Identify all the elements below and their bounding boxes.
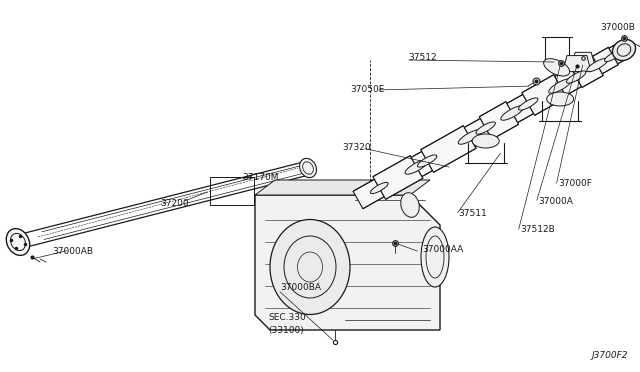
Ellipse shape [500, 106, 524, 120]
Polygon shape [255, 180, 430, 195]
Ellipse shape [421, 227, 449, 287]
Text: 37000B: 37000B [600, 23, 635, 32]
Polygon shape [507, 94, 534, 123]
Text: 37170M: 37170M [242, 173, 278, 183]
Polygon shape [609, 42, 628, 64]
Polygon shape [373, 155, 423, 199]
Text: SEC.330: SEC.330 [268, 314, 306, 323]
Ellipse shape [566, 71, 586, 83]
Text: 37000BA: 37000BA [280, 283, 321, 292]
Ellipse shape [476, 122, 495, 134]
Ellipse shape [458, 130, 481, 144]
Polygon shape [464, 118, 491, 147]
Text: 37200: 37200 [160, 199, 189, 208]
Polygon shape [522, 75, 566, 115]
Ellipse shape [612, 39, 636, 61]
Polygon shape [593, 47, 618, 74]
Text: 37000A: 37000A [538, 196, 573, 205]
Ellipse shape [587, 58, 608, 72]
Ellipse shape [401, 193, 419, 217]
Polygon shape [255, 195, 440, 330]
Text: 37000F: 37000F [558, 180, 592, 189]
Ellipse shape [417, 155, 437, 167]
Polygon shape [420, 126, 476, 172]
Polygon shape [555, 67, 582, 96]
Ellipse shape [472, 134, 499, 148]
Text: 37320: 37320 [342, 144, 371, 153]
Ellipse shape [300, 158, 317, 177]
Ellipse shape [405, 160, 428, 174]
Polygon shape [411, 151, 433, 177]
Text: 37511: 37511 [458, 208, 487, 218]
Ellipse shape [605, 51, 622, 61]
Polygon shape [353, 179, 384, 209]
Ellipse shape [543, 59, 570, 76]
Text: 37512B: 37512B [520, 225, 555, 234]
Text: J3700F2: J3700F2 [591, 351, 628, 360]
Ellipse shape [518, 98, 538, 110]
Ellipse shape [6, 229, 29, 256]
Ellipse shape [548, 79, 572, 93]
Polygon shape [563, 55, 591, 71]
Polygon shape [570, 55, 604, 87]
Text: 37000AB: 37000AB [52, 247, 93, 257]
Ellipse shape [547, 92, 573, 106]
Text: 37000AA: 37000AA [422, 246, 463, 254]
Text: 37050E: 37050E [350, 86, 385, 94]
Polygon shape [479, 102, 518, 140]
Text: 37512: 37512 [408, 54, 436, 62]
Text: (33100): (33100) [268, 326, 304, 334]
Ellipse shape [270, 219, 350, 314]
Ellipse shape [371, 182, 388, 193]
Polygon shape [572, 52, 595, 66]
